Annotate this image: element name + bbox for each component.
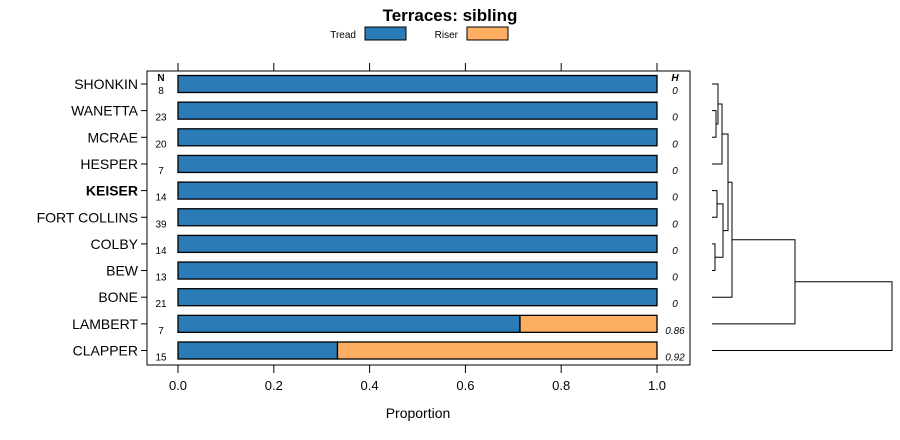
h-value: 0	[672, 246, 678, 257]
bar-tread-keiser	[177, 181, 658, 200]
bar-row-keiser: KEISER 14 0	[86, 181, 678, 204]
legend-label-riser: Riser	[435, 30, 459, 41]
chart-title: Terraces: sibling	[383, 6, 518, 25]
n-value: 15	[155, 353, 167, 364]
bar-row-lambert: LAMBERT 7 0.86	[72, 314, 685, 337]
x-tick-label: 0.4	[361, 378, 379, 393]
h-value: 0	[672, 86, 678, 97]
x-tick-label: 0.0	[169, 378, 187, 393]
bar-row-bone: BONE 21 0	[98, 288, 678, 310]
dendrogram-branch	[712, 190, 718, 218]
n-value: 14	[155, 193, 167, 204]
x-tick-label: 0.8	[552, 378, 570, 393]
bar-row-fort-collins: FORT COLLINS 39 0	[37, 208, 678, 230]
bar-riser-clapper	[336, 341, 658, 360]
dendrogram-branch	[712, 103, 723, 165]
legend-swatch-tread	[364, 26, 407, 41]
n-value: 13	[155, 273, 167, 284]
dendrogram-branch	[712, 243, 716, 272]
n-value: 21	[155, 299, 167, 310]
h-value: 0	[672, 219, 678, 230]
bar-tread-mcrae	[177, 128, 658, 147]
dendrogram-branch	[712, 181, 733, 298]
bar-row-clapper: CLAPPER 15 0.92	[73, 341, 685, 364]
bar-tread-wanetta	[177, 101, 658, 120]
category-label: WANETTA	[71, 103, 139, 119]
h-value: 0	[672, 166, 678, 177]
h-value: 0	[672, 113, 678, 124]
n-value: 8	[158, 86, 164, 97]
category-label: CLAPPER	[73, 343, 138, 359]
dendrogram-branch	[712, 110, 717, 138]
category-label: SHONKIN	[74, 76, 138, 92]
legend-swatch-riser	[466, 26, 509, 41]
top-axis-ticks	[177, 63, 658, 71]
bar-row-mcrae: MCRAE 20 0	[87, 128, 678, 150]
h-value: 0	[672, 139, 678, 150]
category-label: LAMBERT	[72, 316, 138, 332]
n-value: 20	[155, 139, 167, 150]
n-value: 14	[155, 246, 167, 257]
bar-row-bew: BEW 13 0	[106, 261, 678, 284]
bar-row-wanetta: WANETTA 23 0	[71, 101, 678, 124]
dendrogram-branch	[712, 83, 719, 125]
bar-row-colby: COLBY 14 0	[91, 234, 678, 257]
category-label: MCRAE	[87, 129, 138, 145]
x-tick-label: 1.0	[648, 378, 666, 393]
h-value: 0.92	[665, 353, 685, 364]
category-label: FORT COLLINS	[37, 209, 138, 225]
category-label: KEISER	[86, 183, 138, 199]
bar-tread-clapper	[177, 341, 339, 360]
n-value: 23	[155, 113, 167, 124]
x-tick-label: 0.2	[265, 378, 283, 393]
h-column-header: H	[671, 73, 679, 84]
x-tick-label: 0.6	[456, 378, 474, 393]
bar-tread-hesper	[177, 154, 658, 174]
bar-row-shonkin: SHONKIN 8 0	[74, 74, 678, 97]
dendrogram-branch	[712, 239, 796, 325]
dendrogram-branch	[712, 281, 893, 351]
n-value: 7	[158, 166, 164, 177]
h-value: 0	[672, 299, 678, 310]
category-label: BONE	[98, 289, 138, 305]
category-label: HESPER	[80, 156, 138, 172]
x-axis: 0.0 0.2 0.4 0.6 0.8 1.0	[169, 365, 666, 393]
n-value: 39	[155, 219, 167, 230]
dendrogram	[712, 83, 893, 351]
n-value: 7	[158, 326, 164, 337]
legend: Tread Riser	[330, 26, 509, 41]
n-column-header: N	[157, 73, 164, 84]
bar-tread-bew	[177, 261, 658, 280]
x-axis-title: Proportion	[386, 405, 451, 421]
bar-tread-colby	[177, 234, 658, 254]
h-value: 0	[672, 273, 678, 284]
h-value: 0	[672, 193, 678, 204]
bar-row-hesper: HESPER 7 0	[80, 154, 678, 177]
bar-tread-bone	[177, 288, 658, 307]
dendrogram-branch	[715, 203, 724, 258]
category-label: BEW	[106, 263, 139, 279]
legend-label-tread: Tread	[330, 30, 356, 41]
plot-panel	[146, 70, 691, 366]
bar-tread-lambert	[177, 314, 521, 334]
h-value: 0.86	[665, 326, 685, 337]
bar-riser-lambert	[519, 314, 658, 334]
bar-tread-fort-collins	[177, 208, 658, 227]
bar-tread-shonkin	[177, 74, 658, 94]
category-label: COLBY	[91, 236, 139, 252]
